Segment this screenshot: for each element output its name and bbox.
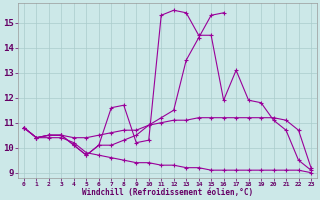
X-axis label: Windchill (Refroidissement éolien,°C): Windchill (Refroidissement éolien,°C) [82,188,253,197]
